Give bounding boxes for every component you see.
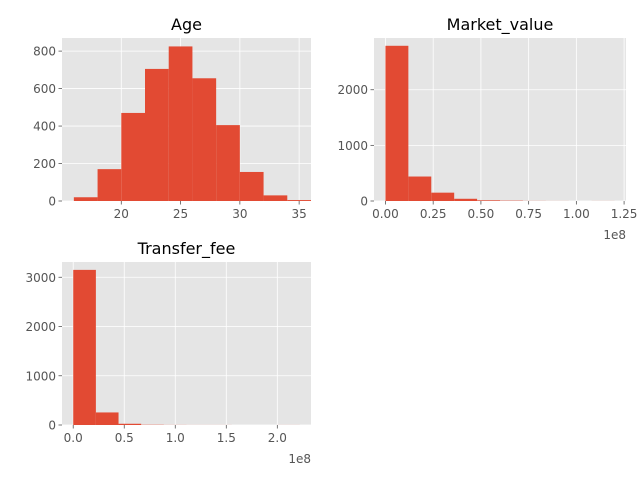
market-value-bar xyxy=(477,200,500,201)
age-bar xyxy=(168,46,193,202)
age-y-tick-label: 0 xyxy=(48,195,56,209)
market-value-bar xyxy=(454,198,478,201)
market-value-x-tick-label: 0.00 xyxy=(372,207,399,221)
market-value-x-tick-label: 0.75 xyxy=(515,207,542,221)
transfer-fee-axis-offset-label: 1e8 xyxy=(288,452,311,466)
market-value-axis-offset-label: 1e8 xyxy=(603,228,626,242)
age-x-tick-label: 35 xyxy=(292,207,307,221)
market-value-bar xyxy=(431,192,455,201)
market-value-x-tick-label: 0.25 xyxy=(420,207,447,221)
market-value-x-tick-label: 1.00 xyxy=(563,207,590,221)
market-value-x-tick-label: 0.50 xyxy=(468,207,495,221)
market-value-title: Market_value xyxy=(447,15,554,35)
age-x-tick-label: 25 xyxy=(173,207,188,221)
transfer-fee-x-tick-label: 0.0 xyxy=(64,431,83,445)
market-value-bar xyxy=(408,176,432,201)
market-value-bar xyxy=(385,45,409,202)
age-bar xyxy=(263,195,288,201)
market-value-y-tick-label: 0 xyxy=(360,195,368,209)
age-x-tick-label: 30 xyxy=(232,207,247,221)
transfer-fee-bar xyxy=(95,412,119,425)
age-bar xyxy=(192,78,217,201)
age-y-tick-label: 800 xyxy=(33,45,56,59)
age-bar xyxy=(287,200,311,201)
market-value-plot-area xyxy=(374,38,626,201)
age-bar xyxy=(121,112,145,201)
age-bar xyxy=(216,125,240,201)
transfer-fee-x-tick-label: 2.0 xyxy=(268,431,287,445)
market-value-y-tick-label: 2000 xyxy=(337,83,368,97)
age-bar xyxy=(73,197,98,201)
transfer-fee-y-tick-label: 3000 xyxy=(25,271,56,285)
transfer-fee-bar xyxy=(73,269,96,425)
market-value-x-tick-label: 1.25 xyxy=(611,207,638,221)
transfer-fee-title: Transfer_fee xyxy=(137,239,236,259)
transfer-fee-plot-area xyxy=(62,262,311,425)
age-bar xyxy=(239,171,264,201)
transfer-fee-y-tick-label: 1000 xyxy=(25,369,56,383)
transfer-fee-x-tick-label: 1.0 xyxy=(166,431,185,445)
age-bar xyxy=(97,169,122,201)
age-y-tick-label: 200 xyxy=(33,157,56,171)
transfer-fee-y-tick-label: 2000 xyxy=(25,320,56,334)
transfer-fee-x-tick-label: 1.5 xyxy=(217,431,236,445)
transfer-fee-bar xyxy=(118,423,142,425)
age-title: Age xyxy=(171,15,202,34)
age-y-tick-label: 400 xyxy=(33,120,56,134)
age-y-tick-label: 600 xyxy=(33,82,56,96)
age-bar xyxy=(145,68,169,202)
market-value-y-tick-label: 1000 xyxy=(337,139,368,153)
age-x-tick-label: 20 xyxy=(114,207,129,221)
transfer-fee-y-tick-label: 0 xyxy=(48,419,56,433)
transfer-fee-x-tick-label: 0.5 xyxy=(115,431,134,445)
